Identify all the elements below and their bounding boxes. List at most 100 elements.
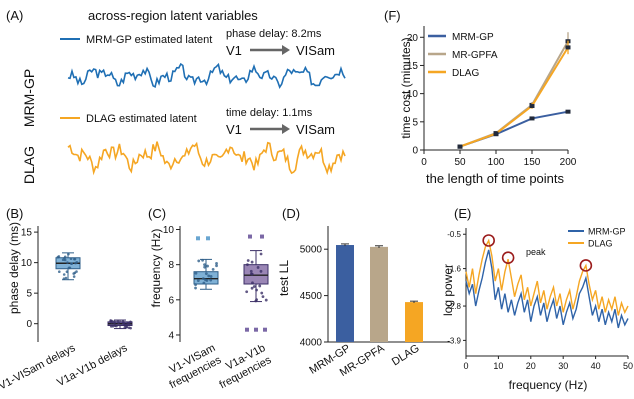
b-point (57, 255, 61, 258)
region-to-dlag: VISam (296, 122, 335, 137)
panel-d-label: (D) (282, 206, 300, 221)
c-point (209, 278, 213, 282)
region-from-dlag: V1 (226, 122, 242, 137)
b-point (129, 320, 132, 324)
c-point (209, 275, 213, 278)
c-point (203, 263, 206, 267)
e-x-tick-label: 30 (558, 361, 568, 371)
b-point (117, 321, 120, 325)
dlag-latent-trace (67, 141, 346, 176)
c-point (202, 281, 206, 285)
b-point (67, 252, 70, 256)
e-x-tick-label: 40 (591, 361, 601, 371)
c-outlier (245, 327, 249, 332)
row-label-mrm-gp: MRM-GP (21, 69, 37, 127)
b-point (63, 258, 67, 262)
panel-e: (E) log power frequency (Hz) -0.5 -1.6 -2.… (441, 206, 633, 392)
b-point (62, 277, 66, 280)
b-point (125, 323, 129, 326)
f-legend-label: MR-GPFA (452, 50, 498, 61)
b-point (75, 270, 78, 273)
c-point (261, 295, 265, 299)
b-point (63, 255, 67, 259)
panel-e-label: (E) (454, 206, 471, 221)
e-series-line (465, 249, 629, 329)
panel-a: (A) across-region latent variables MRM-G… (6, 8, 346, 184)
panel-f-legend: MRM-GP MR-GPFA DLAG (428, 32, 498, 79)
c-point (256, 266, 260, 269)
c-point (197, 259, 201, 263)
e-peak-marker (501, 251, 515, 264)
c-point (255, 288, 258, 292)
c-box (243, 264, 269, 285)
c-point (206, 264, 209, 268)
mrm-gp-latent-trace (67, 62, 346, 90)
c-point (260, 291, 264, 295)
c-point (203, 265, 207, 269)
e-x-tick-label: 0 (463, 361, 468, 371)
b-point (66, 261, 69, 264)
b-point (69, 257, 73, 261)
panel-e-xlabel: frequency (Hz) (509, 378, 588, 392)
time-delay-text: time delay: 1.1ms (226, 107, 313, 119)
f-x-tick-label: 100 (488, 157, 505, 168)
panel-e-legend: MRM-GP DLAG (568, 227, 626, 249)
arrow-head-icon (282, 124, 290, 134)
f-series-line (459, 46, 569, 148)
f-legend-label: DLAG (452, 68, 479, 79)
e-x-tick-label: 20 (526, 361, 536, 371)
f-y-tick-label: 0 (412, 146, 418, 157)
panel-f-xlabel: the length of time points (426, 171, 565, 186)
c-outlier (248, 234, 252, 239)
c-point (246, 259, 250, 262)
c-outlier (196, 236, 200, 241)
phase-delay-text: phase delay: 8.2ms (226, 28, 322, 40)
c-box (193, 271, 219, 285)
f-y-tick-label: 20 (407, 33, 419, 44)
e-x-tick-label: 10 (493, 361, 503, 371)
c-point (201, 277, 205, 280)
b-y-tick-label: 0 (26, 319, 32, 330)
c-point (249, 272, 253, 276)
c-y-tick-label: 8 (168, 260, 174, 271)
b-point (109, 325, 113, 328)
f-x-tick-label: 200 (560, 157, 577, 168)
c-point (252, 285, 256, 288)
e-y-tick-label: -3.9 (447, 336, 461, 345)
b-y-tick-label: 10 (21, 258, 33, 269)
c-outlier (254, 327, 258, 332)
d-y-tick-label: 4000 (300, 338, 323, 349)
c-point (250, 260, 254, 264)
c-point (259, 269, 263, 273)
panel-f-label: (F) (384, 8, 401, 23)
c-point (250, 286, 254, 290)
panel-e-ylabel: log power (441, 264, 455, 316)
c-outlier (206, 236, 210, 241)
d-y-tick-label: 4500 (300, 291, 323, 302)
panel-f-ylabel: time cost (minutes) (399, 37, 413, 138)
legend-dlag-latent: DLAG estimated latent (86, 113, 197, 125)
c-y-tick-label: 6 (168, 295, 174, 306)
c-point (249, 269, 253, 273)
b-point (113, 321, 116, 325)
e-series-line (465, 238, 629, 316)
panel-a-title: across-region latent variables (88, 8, 258, 23)
e-peak-label: peak (526, 247, 546, 257)
panel-c-label: (C) (148, 206, 166, 221)
b-point (70, 262, 74, 265)
d-bar (370, 246, 388, 342)
c-outlier (260, 234, 264, 239)
c-point (196, 279, 200, 282)
c-point (258, 284, 262, 288)
b-point (61, 258, 65, 262)
f-data-point (457, 144, 463, 149)
c-point (194, 283, 197, 287)
c-point (259, 252, 263, 256)
c-point (255, 298, 259, 302)
